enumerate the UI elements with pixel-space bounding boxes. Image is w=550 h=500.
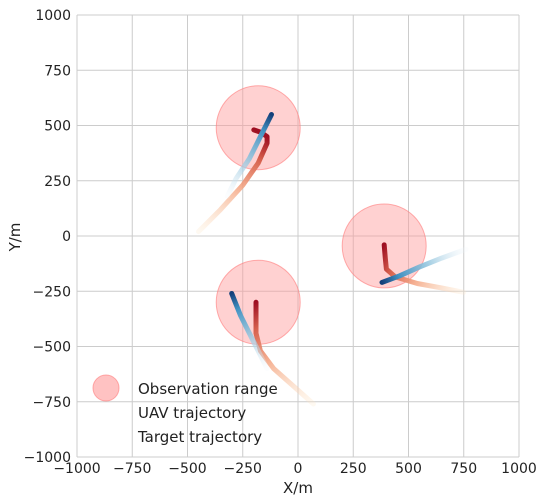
legend-observation-marker	[92, 374, 120, 402]
y-tick-label: 0	[62, 229, 71, 245]
y-tick-label: −250	[33, 284, 71, 300]
x-tick-label: −500	[168, 461, 206, 477]
y-axis-label: Y/m	[6, 223, 24, 253]
target-trajectory-line	[379, 246, 469, 285]
y-tick-labels: 1000 750 500 250 0 −250 −500 −750 −1000	[24, 8, 71, 466]
legend-target-label: Target trajectory	[137, 428, 262, 446]
target-trajectory-line	[229, 290, 270, 372]
x-tick-label: −250	[224, 461, 262, 477]
observation-ranges	[215, 85, 427, 345]
x-tick-label: 0	[294, 461, 303, 477]
y-tick-label: −1000	[24, 450, 71, 466]
legend: Observation range UAV trajectory Target …	[90, 374, 278, 446]
x-tick-label: 750	[450, 461, 477, 477]
x-tick-label: 500	[395, 461, 422, 477]
x-tick-label: 1000	[501, 461, 537, 477]
legend-uav-label: UAV trajectory	[138, 404, 246, 422]
x-tick-label: −1000	[53, 461, 100, 477]
y-tick-label: 750	[44, 63, 71, 79]
grid	[76, 14, 520, 458]
x-tick-labels: −1000 −750 −500 −250 0 250 500 750 1000	[53, 461, 537, 477]
x-axis-label: X/m	[283, 479, 313, 497]
y-tick-label: 1000	[35, 8, 71, 24]
y-tick-label: −750	[33, 395, 71, 411]
y-tick-label: 250	[44, 174, 71, 190]
observation-range-circle	[215, 85, 301, 171]
y-tick-label: 500	[44, 119, 71, 135]
y-tick-label: −500	[33, 340, 71, 356]
target-trajectories	[224, 111, 469, 372]
legend-observation-label: Observation range	[138, 380, 278, 398]
target-trajectory-line	[224, 111, 274, 199]
x-tick-label: −750	[113, 461, 151, 477]
x-tick-label: 250	[340, 461, 367, 477]
